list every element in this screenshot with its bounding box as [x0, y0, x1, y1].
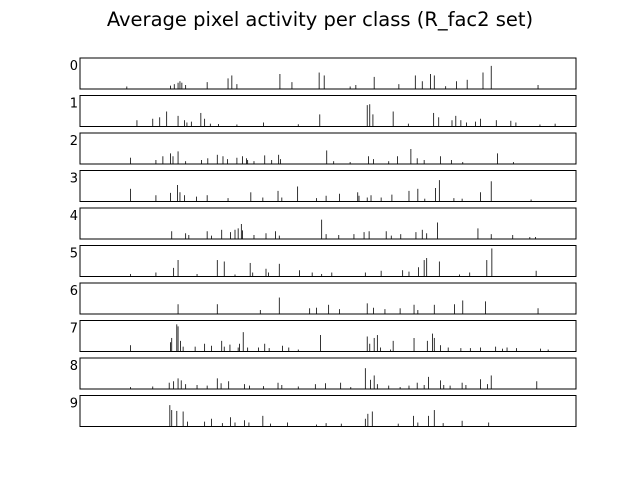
panel-stack: 0 1 2 3 4 5 6 7 8 9: [70, 57, 577, 427]
class-panel-4: 4: [70, 207, 577, 240]
panel-frame: [79, 245, 577, 277]
class-label: 7: [70, 322, 78, 337]
class-panel-8: 8: [70, 357, 577, 390]
class-label: 5: [70, 247, 78, 262]
class-panel-5: 5: [70, 245, 577, 277]
panel-frame: [79, 207, 577, 240]
class-label: 6: [70, 284, 78, 299]
panel-frame: [79, 95, 577, 127]
panel-frame: [79, 395, 577, 427]
class-panel-3: 3: [70, 170, 577, 202]
chart-title: Average pixel activity per class (R_fac2…: [107, 8, 533, 31]
panel-frame: [79, 357, 577, 390]
class-panel-7: 7: [70, 320, 577, 352]
class-panel-9: 9: [70, 395, 577, 427]
class-label: 2: [70, 134, 78, 149]
class-label: 4: [70, 209, 78, 224]
class-panel-2: 2: [70, 132, 577, 165]
class-panel-0: 0: [70, 57, 577, 90]
panel-frame: [79, 320, 577, 352]
panel-frame: [79, 57, 577, 90]
panel-frame: [79, 282, 577, 315]
panel-frame: [79, 170, 577, 202]
class-label: 3: [70, 172, 78, 187]
class-panel-1: 1: [70, 95, 577, 127]
class-label: 0: [70, 59, 78, 74]
class-panel-6: 6: [70, 282, 577, 315]
class-label: 9: [70, 397, 78, 412]
class-label: 1: [70, 97, 78, 112]
panel-frame: [79, 132, 577, 165]
class-label: 8: [70, 359, 78, 374]
